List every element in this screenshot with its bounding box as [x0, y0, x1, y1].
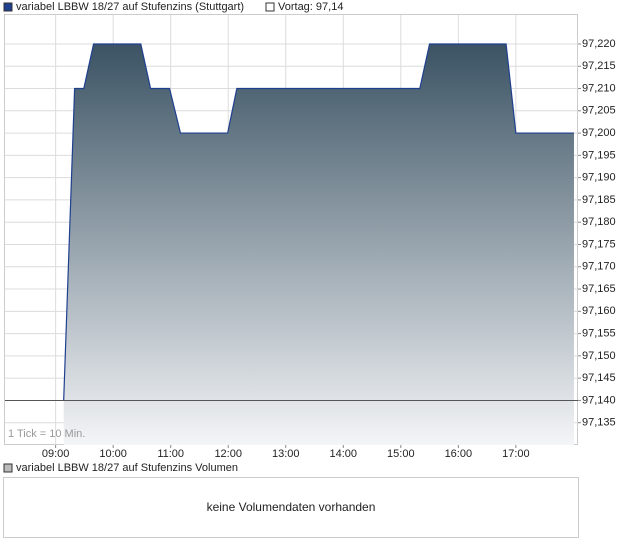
y-tick-label: 97,165 — [582, 283, 616, 295]
x-tick-label: 09:00 — [42, 448, 70, 460]
y-tick-label: 97,160 — [582, 305, 616, 317]
y-tick-label: 97,140 — [582, 394, 616, 406]
area — [63, 43, 574, 445]
volume-message: keine Volumendaten vorhanden — [207, 500, 376, 514]
y-tick-label: 97,185 — [582, 194, 616, 206]
legend-swatch — [265, 2, 275, 12]
y-tick-label: 97,175 — [582, 238, 616, 250]
y-tick-label: 97,135 — [582, 417, 616, 429]
line — [63, 43, 574, 401]
y-tick-label: 97,145 — [582, 372, 616, 384]
x-tick-label: 13:00 — [272, 448, 300, 460]
volume-panel — [3, 477, 579, 538]
y-tick-label: 97,180 — [582, 216, 616, 228]
legend-swatch — [3, 463, 13, 473]
x-tick-label: 12:00 — [214, 448, 242, 460]
y-tick-label: 97,205 — [582, 105, 616, 117]
volume-title: variabel LBBW 18/27 auf Stufenzins Volum… — [16, 462, 238, 474]
legend-swatch — [3, 2, 13, 12]
y-tick-label: 97,210 — [582, 82, 616, 94]
legend-series: variabel LBBW 18/27 auf Stufenzins (Stut… — [16, 1, 244, 13]
x-tick-label: 11:00 — [157, 448, 184, 460]
y-tick-label: 97,195 — [582, 149, 616, 161]
x-tick-label: 10:00 — [99, 448, 127, 460]
y-tick-label: 97,200 — [582, 127, 616, 139]
x-tick-label: 14:00 — [330, 448, 358, 460]
y-tick-label: 97,190 — [582, 172, 616, 184]
y-tick-label: 97,220 — [582, 38, 616, 50]
x-tick-label: 15:00 — [387, 448, 415, 460]
legend-reference: Vortag: 97,14 — [278, 1, 343, 13]
annotation: 1 Tick = 10 Min. — [8, 428, 85, 440]
y-tick-label: 97,215 — [582, 60, 616, 72]
y-tick-label: 97,150 — [582, 350, 616, 362]
x-tick-label: 16:00 — [445, 448, 473, 460]
y-tick-label: 97,155 — [582, 328, 616, 340]
y-tick-label: 97,170 — [582, 261, 616, 273]
x-tick-label: 17:00 — [502, 448, 530, 460]
